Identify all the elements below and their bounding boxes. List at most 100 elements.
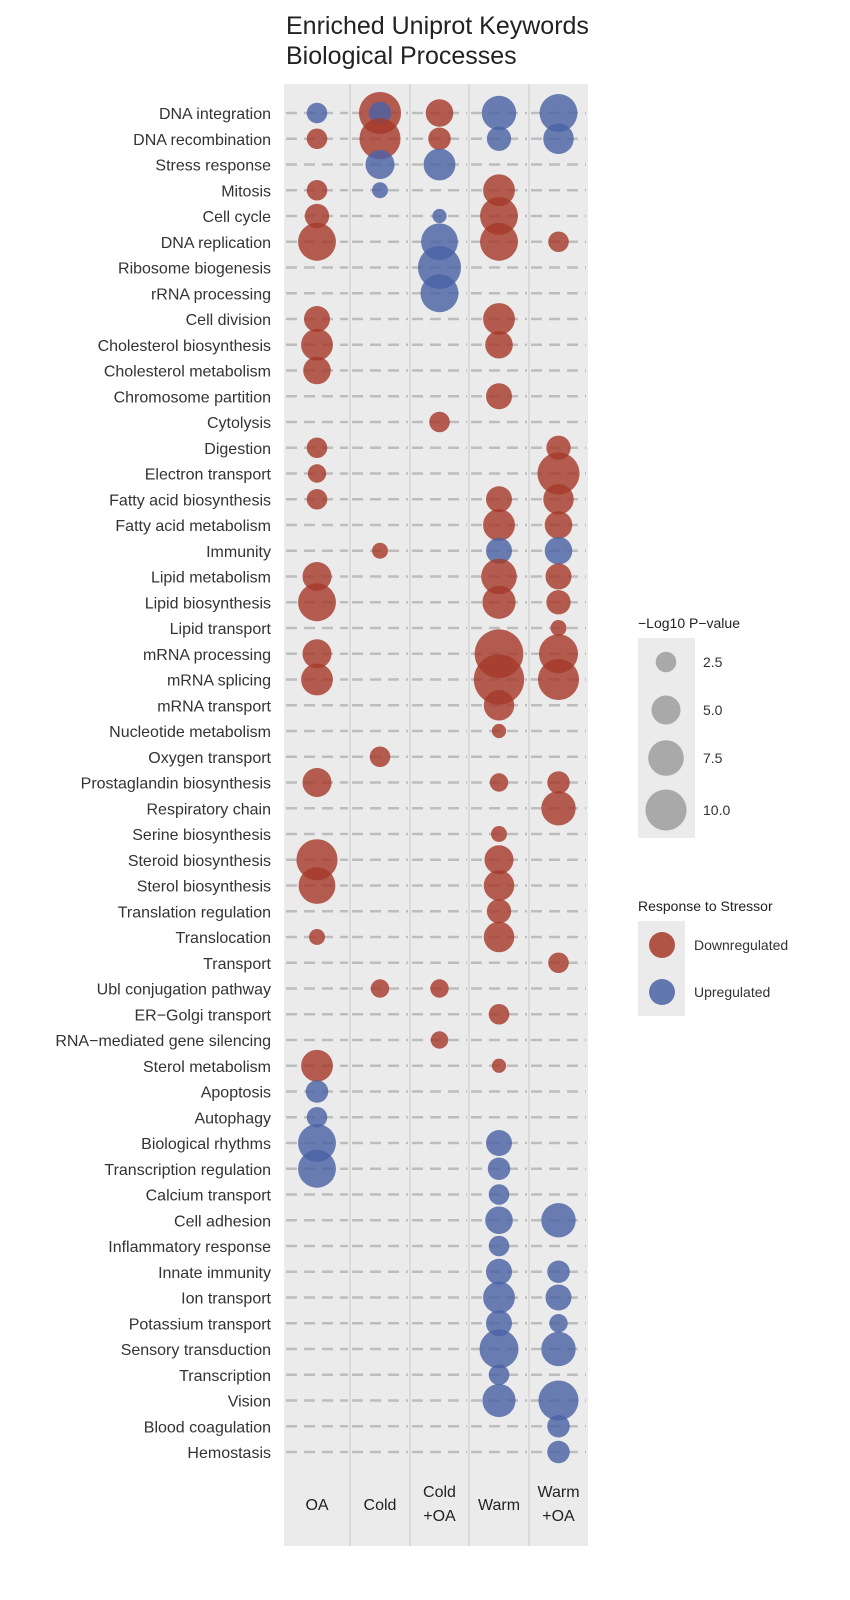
bubble-down bbox=[370, 979, 390, 998]
y-axis-label: Stress response bbox=[155, 158, 271, 175]
y-axis-label: Respiratory chain bbox=[147, 801, 272, 818]
y-axis-label: Sterol biosynthesis bbox=[137, 879, 271, 896]
y-axis-label: Digestion bbox=[204, 441, 271, 458]
bubble-down bbox=[483, 174, 515, 207]
bubble-down bbox=[546, 590, 571, 615]
color-legend-label-down: Downregulated bbox=[694, 937, 788, 953]
bubble-up bbox=[432, 208, 447, 224]
bubble-up bbox=[372, 182, 388, 199]
bubble-down bbox=[550, 620, 567, 636]
y-axis-label: Transcription regulation bbox=[104, 1162, 271, 1179]
y-axis-label: Lipid metabolism bbox=[151, 570, 271, 587]
bubble-down bbox=[307, 464, 327, 483]
bubble-down bbox=[301, 663, 333, 696]
y-axis-label: Serine biosynthesis bbox=[132, 827, 271, 844]
size-legend-bubble bbox=[645, 789, 687, 831]
y-axis-label: Lipid transport bbox=[170, 621, 272, 638]
bubble-up bbox=[479, 1329, 519, 1369]
y-axis-label: Chromosome partition bbox=[114, 389, 271, 406]
bubble-up bbox=[486, 1130, 512, 1156]
bubble-up bbox=[306, 1106, 328, 1128]
size-legend-label: 5.0 bbox=[703, 702, 723, 718]
bubble-up bbox=[365, 149, 395, 180]
y-axis-label: Cell division bbox=[186, 312, 271, 329]
y-axis-label: Cytolysis bbox=[207, 415, 271, 432]
bubble-down bbox=[298, 583, 336, 622]
bubble-down bbox=[359, 118, 401, 160]
bubble-down bbox=[482, 585, 516, 619]
bubble-down bbox=[428, 127, 451, 151]
y-axis-label: DNA recombination bbox=[133, 132, 271, 149]
bubble-up bbox=[368, 101, 392, 125]
y-axis-label: Mitosis bbox=[221, 183, 271, 200]
y-axis-label: Calcium transport bbox=[146, 1188, 272, 1205]
bubble-up bbox=[481, 95, 517, 131]
y-axis-label: Translocation bbox=[176, 930, 271, 947]
y-axis-label: Ribosome biogenesis bbox=[118, 261, 271, 278]
y-axis-label: Transport bbox=[203, 956, 271, 973]
bubble-down bbox=[298, 867, 336, 904]
bubble-down bbox=[481, 558, 517, 595]
bubble-down bbox=[429, 411, 450, 433]
size-legend: −Log10 P−value 2.5 5.0 7.5 10.0 bbox=[638, 615, 740, 838]
size-legend-label: 2.5 bbox=[703, 654, 723, 670]
bubble-down bbox=[484, 845, 514, 875]
bubble-down bbox=[430, 1031, 449, 1049]
bubble-up bbox=[547, 1414, 570, 1438]
bubble-down bbox=[548, 952, 569, 974]
size-legend-title: −Log10 P−value bbox=[638, 615, 740, 631]
bubble-down bbox=[302, 561, 332, 592]
x-axis-label: Warm bbox=[478, 1497, 520, 1514]
y-axis-label: Cell cycle bbox=[203, 209, 272, 226]
size-legend-label: 10.0 bbox=[703, 802, 730, 818]
y-axis-label: Biological rhythms bbox=[141, 1136, 271, 1153]
bubble-down bbox=[545, 563, 572, 590]
bubble-down bbox=[306, 128, 328, 150]
y-axis-label: Ion transport bbox=[181, 1291, 271, 1308]
bubble-up bbox=[483, 1281, 515, 1314]
bubble-down bbox=[372, 542, 388, 559]
y-axis-label: Transcription bbox=[179, 1368, 271, 1385]
bubble-down bbox=[491, 826, 507, 842]
color-legend: Response to Stressor Downregulated Upregul… bbox=[638, 898, 788, 1016]
bubble-down bbox=[296, 839, 338, 881]
color-legend-label-up: Upregulated bbox=[694, 984, 770, 1000]
bubble-up bbox=[486, 126, 512, 151]
y-axis-label: Blood coagulation bbox=[144, 1419, 271, 1436]
x-axis-labels: OA Cold Cold +OA Warm Warm +OA bbox=[305, 1484, 579, 1525]
y-axis-label: Lipid biosynthesis bbox=[145, 595, 271, 612]
y-axis-label: Potassium transport bbox=[129, 1316, 272, 1333]
bubble-down bbox=[537, 452, 580, 495]
bubble-up bbox=[488, 1364, 510, 1386]
y-axis-label: Cholesterol biosynthesis bbox=[98, 338, 271, 355]
bubble-up bbox=[545, 1284, 572, 1311]
bubble-down bbox=[486, 383, 512, 410]
y-axis-labels: DNA integration DNA recombination Stress r… bbox=[55, 106, 271, 1462]
bubble-up bbox=[298, 1149, 336, 1188]
bubble-down bbox=[486, 486, 512, 513]
y-axis-label: Prostaglandin biosynthesis bbox=[81, 776, 271, 793]
bubble-up bbox=[538, 1380, 579, 1421]
bubble-down bbox=[483, 690, 515, 721]
bubble-down bbox=[489, 773, 509, 792]
bubble-down bbox=[544, 511, 573, 539]
bubble-down bbox=[306, 179, 328, 201]
bubble-down bbox=[302, 767, 332, 798]
bubble-down bbox=[304, 203, 330, 229]
bubble-down bbox=[541, 791, 576, 826]
y-axis-label: Steroid biosynthesis bbox=[128, 853, 271, 870]
bubble-down bbox=[473, 654, 525, 705]
y-axis-label: Innate immunity bbox=[158, 1265, 271, 1282]
y-axis-label: DNA replication bbox=[161, 235, 271, 252]
y-axis-label: Translation regulation bbox=[118, 904, 271, 921]
facet-panel-Cold+OA bbox=[410, 84, 469, 1546]
size-legend-bubble bbox=[655, 651, 677, 673]
bubble-up bbox=[306, 102, 328, 124]
bubble-down bbox=[369, 746, 391, 768]
y-axis-label: RNA−mediated gene silencing bbox=[55, 1033, 271, 1050]
bubble-up bbox=[488, 1235, 510, 1257]
bubble-up bbox=[539, 94, 578, 132]
bubble-down bbox=[306, 437, 328, 459]
x-axis-label: Warm bbox=[537, 1484, 579, 1501]
